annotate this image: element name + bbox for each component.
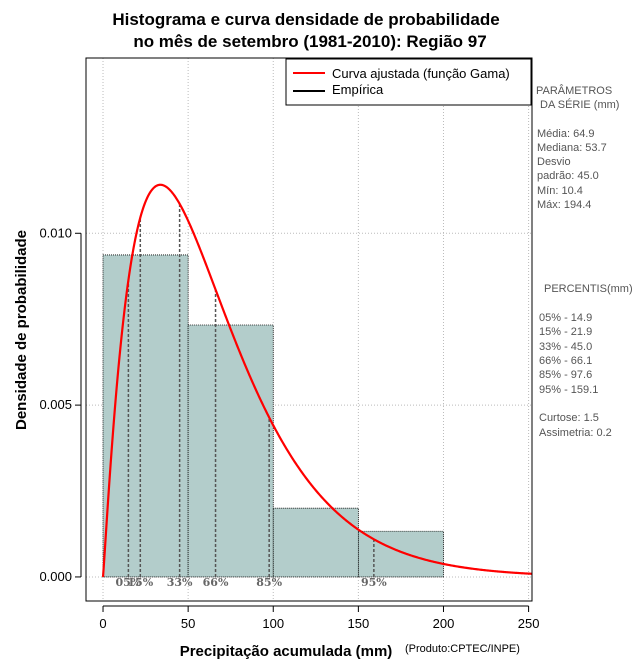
percentil-95: 95% - 159.1 [539, 384, 598, 396]
series-parameters-panel: PARÂMETROS DA SÉRIE (mm) Média: 64.9 Med… [536, 84, 619, 211]
percentiles-panel: PERCENTIS(mm) 05% - 14.9 15% - 21.9 33% … [539, 283, 633, 439]
legend-label-curve: Curva ajustada (função Gama) [332, 66, 510, 81]
histogram-bar-0 [102, 254, 189, 578]
stat-mean: Média: 64.9 [537, 128, 594, 140]
percentil-05: 05% - 14.9 [539, 312, 592, 324]
y-tick-label: 0.010 [39, 225, 72, 240]
x-tick-label: 250 [518, 616, 540, 631]
percentile-tag-4: 85% [256, 576, 282, 589]
histogram-bars [102, 254, 444, 578]
x-tick-label: 0 [99, 616, 106, 631]
stat-min: Mín: 10.4 [537, 185, 583, 197]
x-tick-label: 100 [262, 616, 284, 631]
stat-median: Mediana: 53.7 [537, 142, 607, 154]
percentis-title: PERCENTIS(mm) [544, 283, 633, 295]
percentil-33: 33% - 45.0 [539, 341, 592, 353]
histogram-bar-2 [272, 507, 359, 578]
percentile-tag-3: 66% [203, 576, 229, 589]
percentil-15: 15% - 21.9 [539, 326, 592, 338]
percentile-tag-1: 15% [127, 576, 153, 589]
stat-assimetria: Assimetria: 0.2 [539, 427, 612, 439]
percentile-tag-0: 05% [116, 576, 142, 589]
axes: 0 50 100 150 200 250 0.000 0.005 0.010 [39, 225, 539, 631]
x-axis-label: Precipitação acumulada (mm) [180, 643, 393, 660]
stat-curtose: Curtose: 1.5 [539, 412, 599, 424]
x-tick-label: 50 [181, 616, 195, 631]
stat-std-1: Desvio [537, 156, 571, 168]
gamma-curve [101, 183, 533, 578]
chart-title-line2: no mês de setembro (1981-2010): Região 9… [133, 32, 486, 51]
y-axis-label: Densidade de probabilidade [13, 230, 30, 430]
legend-label-empirical: Empírica [332, 82, 384, 97]
percentile-lines [127, 203, 375, 577]
percentile-tag-2: 33% [167, 576, 193, 589]
product-credit: (Produto:CPTEC/INPE) [405, 643, 520, 655]
histogram-bar-1 [187, 324, 274, 578]
plot-frame [85, 57, 533, 602]
x-tick-label: 200 [433, 616, 455, 631]
percentile-tags: 05%15% 33% 66% 85% 95% [116, 576, 388, 589]
percentile-tag-5: 95% [361, 576, 387, 589]
legend: Curva ajustada (função Gama) Empírica [285, 58, 532, 106]
legend-box [285, 58, 532, 106]
stat-std-2: padrão: 45.0 [537, 170, 599, 182]
percentil-85: 85% - 97.6 [539, 369, 592, 381]
stat-max: Máx: 194.4 [537, 199, 591, 211]
chart-title-line1: Histograma e curva densidade de probabil… [112, 10, 499, 29]
percentil-66: 66% - 66.1 [539, 355, 592, 367]
params-title-2: DA SÉRIE (mm) [540, 98, 619, 111]
params-title-1: PARÂMETROS [536, 84, 612, 97]
y-tick-label: 0.005 [39, 397, 72, 412]
y-tick-label: 0.000 [39, 569, 72, 584]
x-tick-label: 150 [348, 616, 370, 631]
gamma-curve-layer [101, 183, 533, 578]
